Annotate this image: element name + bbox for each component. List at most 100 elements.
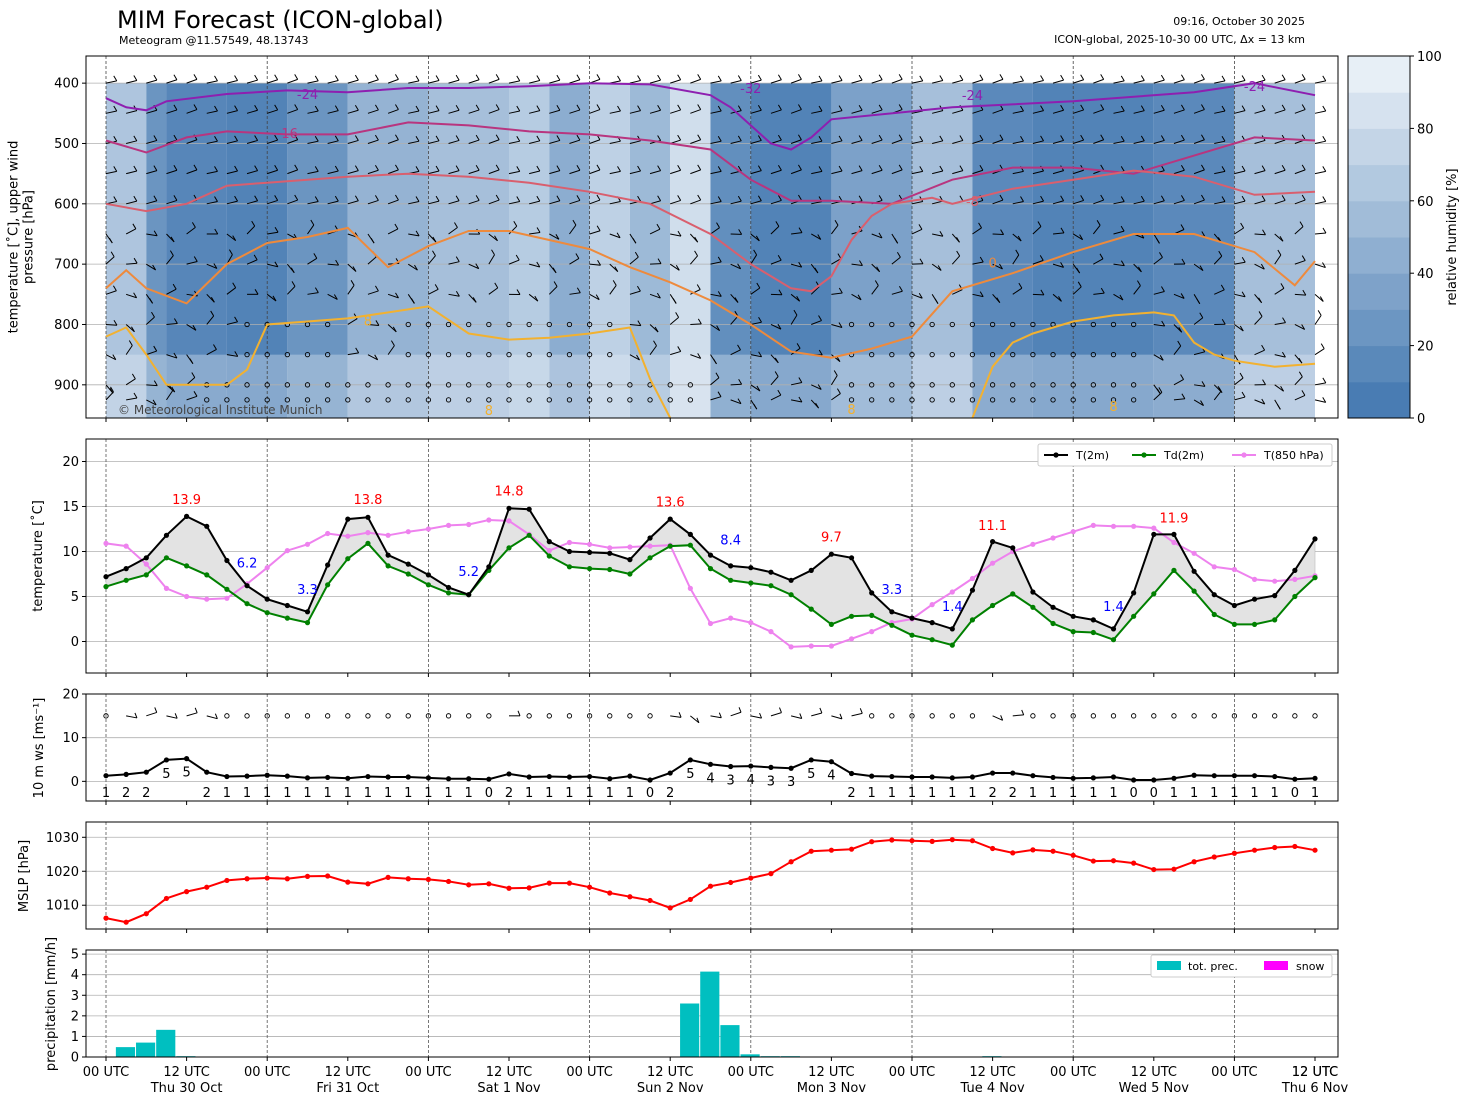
wind-barb xyxy=(105,80,117,84)
data-point xyxy=(566,564,573,570)
wind-barb xyxy=(246,109,258,114)
calm-wind-circle xyxy=(1191,713,1197,719)
y-tick-label: 2 xyxy=(71,1009,79,1024)
run-time-label: 09:16, October 30 2025 xyxy=(1173,15,1305,28)
wind-barb-flag xyxy=(536,105,541,111)
wind-barb-flag xyxy=(738,378,743,385)
wind-barb xyxy=(790,715,802,719)
wind-barb xyxy=(126,170,137,175)
wind-barb xyxy=(569,258,580,265)
data-point xyxy=(1251,576,1258,583)
wind-barb xyxy=(649,200,661,205)
calm-wind-circle xyxy=(1090,321,1097,328)
wind-barb-flag xyxy=(898,74,903,80)
wind-barb-flag xyxy=(815,402,820,409)
data-point xyxy=(506,771,512,777)
wind-barb-flag xyxy=(191,372,196,378)
calm-wind-circle xyxy=(546,321,552,328)
calm-wind-circle xyxy=(1050,351,1056,358)
x-tick-day-label: Thu 30 Oct xyxy=(150,1081,223,1096)
wind-barb xyxy=(1093,109,1104,114)
data-point xyxy=(445,590,452,596)
wind-barb-flag xyxy=(314,287,319,293)
data-point xyxy=(103,540,109,547)
y-tick-label: 1010 xyxy=(46,899,79,914)
calm-wind-circle xyxy=(244,351,250,358)
wind-barb-flag xyxy=(495,74,500,80)
data-point xyxy=(1030,541,1036,547)
calm-wind-circle xyxy=(466,713,472,719)
wind-barb-flag xyxy=(959,135,964,141)
wind-barb-flag xyxy=(837,253,842,259)
wind-barb xyxy=(1193,199,1205,205)
wind-barb-flag xyxy=(374,104,379,111)
data-point xyxy=(1110,523,1117,529)
wind-barb xyxy=(690,715,700,724)
wind-speed-label: 4 xyxy=(827,769,835,784)
wind-barb xyxy=(871,233,883,239)
wind-barb xyxy=(1314,293,1324,302)
wind-barb-flag xyxy=(576,164,581,171)
calm-wind-circle xyxy=(869,321,875,328)
data-point xyxy=(1050,774,1056,781)
wind-barb-flag xyxy=(715,372,720,379)
wind-barb-flag xyxy=(634,251,639,258)
data-point xyxy=(486,517,492,523)
wind-barb-flag xyxy=(193,104,198,110)
calm-wind-circle xyxy=(687,397,693,403)
wind-barb-flag xyxy=(737,263,742,270)
wind-barb-flag xyxy=(858,195,863,202)
data-point xyxy=(909,838,915,844)
wind-barb-flag xyxy=(253,254,258,261)
wind-barb-flag xyxy=(234,316,239,323)
legend-marker xyxy=(1053,452,1059,458)
data-point xyxy=(1251,596,1258,602)
wind-barb xyxy=(367,139,379,144)
calm-wind-circle xyxy=(264,397,270,403)
data-point xyxy=(345,556,351,562)
wind-barb xyxy=(246,170,258,175)
wind-speed-label: 3 xyxy=(727,773,735,788)
precipitation-bar xyxy=(115,1047,136,1057)
wind-barb xyxy=(1274,354,1286,358)
wind-barb-flag xyxy=(757,105,762,111)
calm-wind-circle xyxy=(869,713,875,719)
temperature-border xyxy=(85,438,1339,674)
wind-barb-flag xyxy=(133,392,138,399)
calm-wind-circle xyxy=(1231,713,1238,719)
wind-barb-flag xyxy=(858,74,863,81)
wind-barb-flag xyxy=(939,75,944,81)
wind-barb xyxy=(166,79,178,84)
wind-barb xyxy=(468,109,480,114)
wind-barb-flag xyxy=(777,254,782,261)
wind-barb-flag xyxy=(1201,194,1205,201)
wind-barb-flag xyxy=(517,710,521,717)
humidity-band xyxy=(1153,83,1235,419)
data-point xyxy=(627,544,633,550)
wind-barb xyxy=(629,354,640,361)
wind-barb xyxy=(730,200,742,205)
wind-speed-label: 1 xyxy=(1311,786,1319,801)
isotherm-label: -24 xyxy=(962,89,983,104)
wind-barb xyxy=(226,170,238,175)
wind-barb-flag xyxy=(1320,343,1325,349)
extremum-label: 6.2 xyxy=(237,557,258,572)
wind-barb xyxy=(529,170,540,175)
wind-barb xyxy=(186,169,198,175)
calm-wind-circle xyxy=(284,397,290,403)
data-point xyxy=(425,526,431,532)
upper-air-border xyxy=(85,55,1339,419)
wind-barb-flag xyxy=(799,713,803,719)
wind-barb-flag xyxy=(536,75,541,81)
wind-speed-label: 1 xyxy=(968,786,976,801)
wind-barb-flag xyxy=(696,717,700,723)
y-tick-label: 900 xyxy=(54,378,79,393)
wind-barb xyxy=(1213,390,1222,401)
calm-wind-circle xyxy=(566,321,573,328)
calm-wind-circle xyxy=(929,713,935,719)
calm-wind-circle xyxy=(989,382,996,388)
data-point xyxy=(345,879,351,885)
wind-barb-flag xyxy=(294,194,299,201)
data-point xyxy=(365,540,371,547)
data-point xyxy=(647,535,653,541)
